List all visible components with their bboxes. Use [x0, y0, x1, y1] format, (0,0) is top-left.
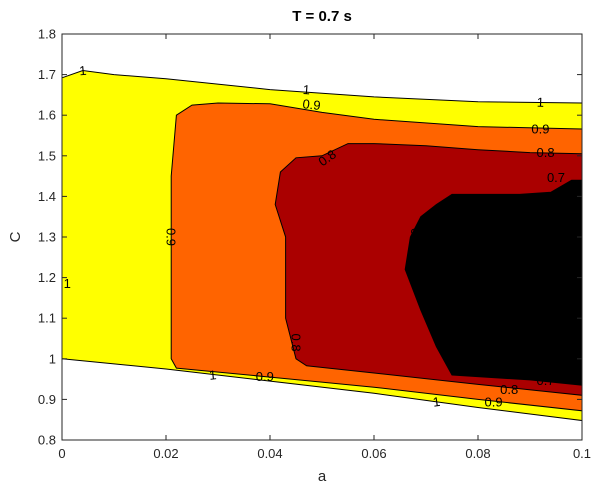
y-tick-label: 1.1 — [38, 311, 56, 326]
contour-label: 1 — [537, 95, 545, 110]
contour-label: 1 — [79, 63, 88, 79]
contour-label: 1 — [302, 82, 310, 97]
contour-label: 0.8 — [289, 334, 304, 352]
contour-label: 0.7 — [547, 170, 565, 185]
contour-label: 1 — [208, 367, 217, 383]
contour-label: 0.9 — [164, 228, 179, 246]
contour-label: 0.8 — [500, 382, 518, 397]
contour-label: 0.9 — [302, 96, 322, 113]
chart-title: T = 0.7 s — [292, 8, 352, 25]
y-tick-label: 1.8 — [38, 27, 56, 42]
y-axis-ticks: 0.80.911.11.21.31.41.51.61.71.8 — [38, 27, 582, 448]
y-tick-label: 1.4 — [38, 189, 56, 204]
contour-label: 0.7 — [408, 228, 423, 246]
contour-label: 0.8 — [537, 145, 555, 160]
x-tick-label: 0.04 — [257, 446, 282, 461]
y-tick-label: 1.2 — [38, 270, 56, 285]
y-tick-label: 1.6 — [38, 108, 56, 123]
y-tick-label: 1 — [49, 351, 56, 366]
x-axis-label: a — [318, 468, 327, 485]
y-tick-label: 0.9 — [38, 392, 56, 407]
x-tick-label: 0.1 — [573, 446, 591, 461]
y-axis-label: C — [7, 231, 24, 242]
contour-label: 1 — [64, 276, 71, 291]
contour-label: 1 — [432, 394, 441, 410]
x-tick-label: 0.08 — [465, 446, 490, 461]
y-tick-label: 1.3 — [38, 230, 56, 245]
y-tick-label: 0.8 — [38, 433, 56, 448]
x-tick-label: 0.02 — [153, 446, 178, 461]
contour-label: 0.7 — [537, 373, 555, 388]
x-tick-label: 0.06 — [361, 446, 386, 461]
contour-fills — [61, 69, 583, 422]
x-tick-label: 0 — [58, 446, 65, 461]
y-tick-label: 1.7 — [38, 67, 56, 82]
contour-label: 0.9 — [256, 369, 274, 384]
contour-label: 0.9 — [485, 395, 503, 410]
y-tick-label: 1.5 — [38, 148, 56, 163]
x-axis-ticks: 0 0.02 0.04 0.06 0.08 0.1 — [58, 34, 591, 461]
contour-label: 0.9 — [531, 122, 549, 137]
